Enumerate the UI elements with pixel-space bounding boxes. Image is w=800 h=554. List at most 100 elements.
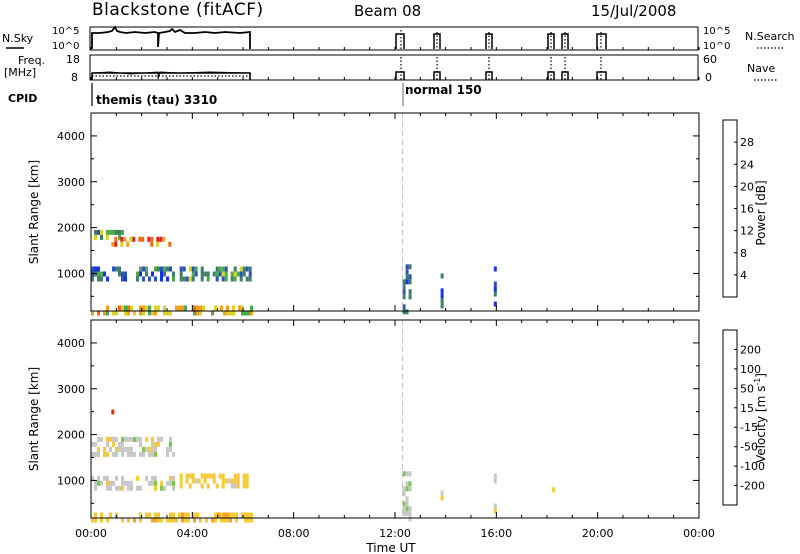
velocity-data-cell — [148, 480, 151, 486]
velocity-data-cell — [130, 485, 133, 491]
power-data-cell — [136, 276, 139, 282]
power-data-cell — [103, 310, 106, 316]
power-data-cell — [156, 236, 160, 242]
site-title: Blackstone (fitACF) — [92, 0, 264, 20]
velocity-data-cell — [115, 485, 118, 491]
velocity-data-cell — [245, 478, 249, 484]
power-data-cell — [118, 305, 121, 311]
velocity-data-cell — [402, 506, 406, 512]
velocity-data-cell — [154, 485, 157, 491]
power-data-cell — [118, 229, 121, 235]
power-data-cell — [230, 271, 234, 277]
power-data-cell — [115, 310, 118, 316]
velocity-data-cell — [200, 473, 204, 479]
velocity-cb-label-sup: -1 — [753, 378, 762, 386]
power-data-cell — [133, 310, 136, 316]
power-data-cell — [132, 236, 136, 242]
power-data-cell — [118, 271, 121, 277]
velocity-data-cell — [127, 446, 130, 452]
velocity-data-cell — [440, 495, 444, 501]
power-data-cell — [232, 305, 235, 311]
velocity-cb-label-main: Velocity [m s — [754, 386, 768, 463]
power-data-cell — [124, 276, 127, 282]
power-data-cell — [202, 305, 205, 311]
power-data-cell — [97, 271, 100, 277]
velocity-data-cell — [112, 480, 115, 486]
power-scatter-region — [111, 236, 172, 247]
velocity-data-cell — [127, 436, 130, 442]
velocity-data-cell — [236, 478, 240, 484]
velocity-data-cell — [97, 480, 100, 486]
velocity-data-cell — [109, 512, 112, 518]
power-data-cell — [145, 305, 148, 311]
power-data-cell — [100, 276, 103, 282]
power-data-cell — [224, 271, 228, 277]
power-data-cell — [148, 305, 151, 311]
velocity-data-cell — [103, 451, 106, 457]
velocity-data-cell — [408, 506, 412, 512]
power-data-cell — [211, 310, 214, 316]
power-data-cell — [206, 271, 210, 277]
velocity-data-cell — [142, 446, 145, 452]
velocity-data-cell — [157, 436, 160, 442]
velocity-scatter-region — [493, 473, 497, 514]
time-tick-label: 12:00 — [379, 527, 411, 540]
velocity-data-cell — [226, 517, 229, 523]
power-colorbar-tick-label: 12 — [740, 225, 754, 238]
power-data-cell — [124, 271, 127, 277]
velocity-data-cell — [172, 451, 175, 457]
velocity-data-cell — [223, 512, 226, 518]
nsearch-dots — [400, 30, 602, 50]
velocity-data-cell — [109, 480, 112, 486]
velocity-data-cell — [203, 473, 207, 479]
velocity-data-cell — [179, 473, 183, 479]
velocity-data-cell — [160, 517, 163, 523]
velocity-data-cell — [109, 436, 112, 442]
velocity-data-cell — [160, 485, 163, 491]
velocity-data-cell — [121, 480, 124, 486]
velocity-data-cell — [250, 512, 253, 518]
power-data-cell — [124, 310, 127, 316]
velocity-data-cell — [106, 436, 109, 442]
power-data-cell — [91, 271, 94, 277]
velocity-data-cell — [124, 480, 127, 486]
velocity-data-cell — [100, 517, 103, 523]
velocity-data-cell — [405, 471, 409, 477]
power-colorbar-tick-label: 28 — [740, 136, 754, 149]
power-data-cell — [130, 305, 133, 311]
power-data-cell — [405, 309, 409, 315]
velocity-data-cell — [112, 441, 115, 447]
power-data-cell — [97, 266, 100, 272]
velocity-scatter-region — [179, 473, 249, 489]
nsearch-label: N.Search — [745, 30, 795, 43]
power-data-cell — [157, 305, 160, 311]
power-data-cell — [239, 266, 243, 272]
velocity-data-cell — [115, 451, 118, 457]
velocity-data-cell — [178, 512, 181, 518]
power-data-cell — [245, 276, 249, 282]
power-data-cell — [250, 310, 253, 316]
power-data-cell — [244, 310, 247, 316]
power-data-cell — [147, 236, 151, 242]
power-data-cell — [121, 305, 124, 311]
velocity-colorbar-tick-label: -15 — [740, 421, 758, 434]
power-data-cell — [408, 279, 412, 285]
velocity-data-cell — [151, 475, 154, 481]
velocity-data-cell — [151, 451, 154, 457]
power-data-cell — [129, 236, 133, 242]
power-colorbar-tick-label: 20 — [740, 180, 754, 193]
velocity-data-cell — [97, 451, 100, 457]
power-data-cell — [91, 266, 94, 272]
velocity-data-cell — [235, 517, 238, 523]
velocity-data-cell — [194, 478, 198, 484]
power-data-cell — [126, 241, 130, 247]
power-data-cell — [196, 310, 199, 316]
power-data-cell — [199, 305, 202, 311]
power-data-cell — [118, 234, 121, 240]
power-data-cell — [163, 271, 166, 277]
velocity-data-cell — [493, 508, 497, 514]
velocity-data-cell — [151, 517, 154, 523]
power-data-cell — [154, 305, 157, 311]
velocity-data-cell — [172, 485, 175, 491]
power-data-cell — [148, 310, 151, 316]
